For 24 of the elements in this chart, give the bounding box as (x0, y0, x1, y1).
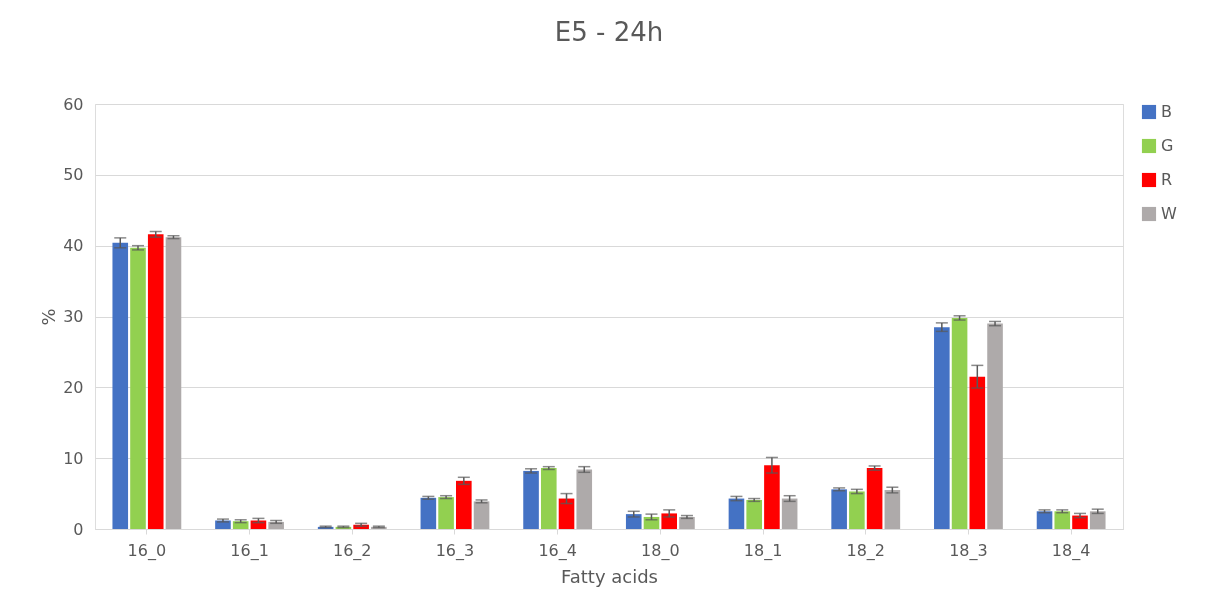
x-tick-label: 18_2 (846, 540, 886, 561)
x-tick-label: 18_3 (949, 540, 988, 561)
x-axis-title: Fatty acids (561, 565, 658, 587)
y-tick-label: 40 (63, 236, 84, 256)
chart-title: E5 - 24h (554, 17, 664, 47)
x-tick-label: 18_4 (1051, 540, 1091, 561)
x-tick-label: 16_0 (127, 540, 167, 561)
x-tick-label: 16_3 (435, 540, 475, 561)
x-tick-label: 18_0 (641, 540, 680, 561)
legend-label: R (1161, 170, 1173, 189)
y-tick-label: 0 (73, 519, 84, 539)
legend-label: G (1161, 136, 1174, 155)
legend-label: B (1161, 102, 1172, 121)
y-tick-label: 10 (63, 448, 84, 468)
y-tick-label: 50 (63, 165, 84, 185)
x-tick-label: 16_2 (332, 540, 372, 561)
y-tick-label: 30 (63, 307, 84, 326)
x-tick-label: 16_1 (230, 540, 269, 561)
x-tick-label: 18_1 (743, 540, 783, 561)
legend-label: W (1161, 204, 1177, 223)
y-tick-label: 20 (63, 377, 84, 397)
y-axis-title: % (38, 308, 60, 326)
x-tick-label: 16_4 (538, 540, 577, 561)
y-tick-label: 60 (63, 94, 84, 114)
